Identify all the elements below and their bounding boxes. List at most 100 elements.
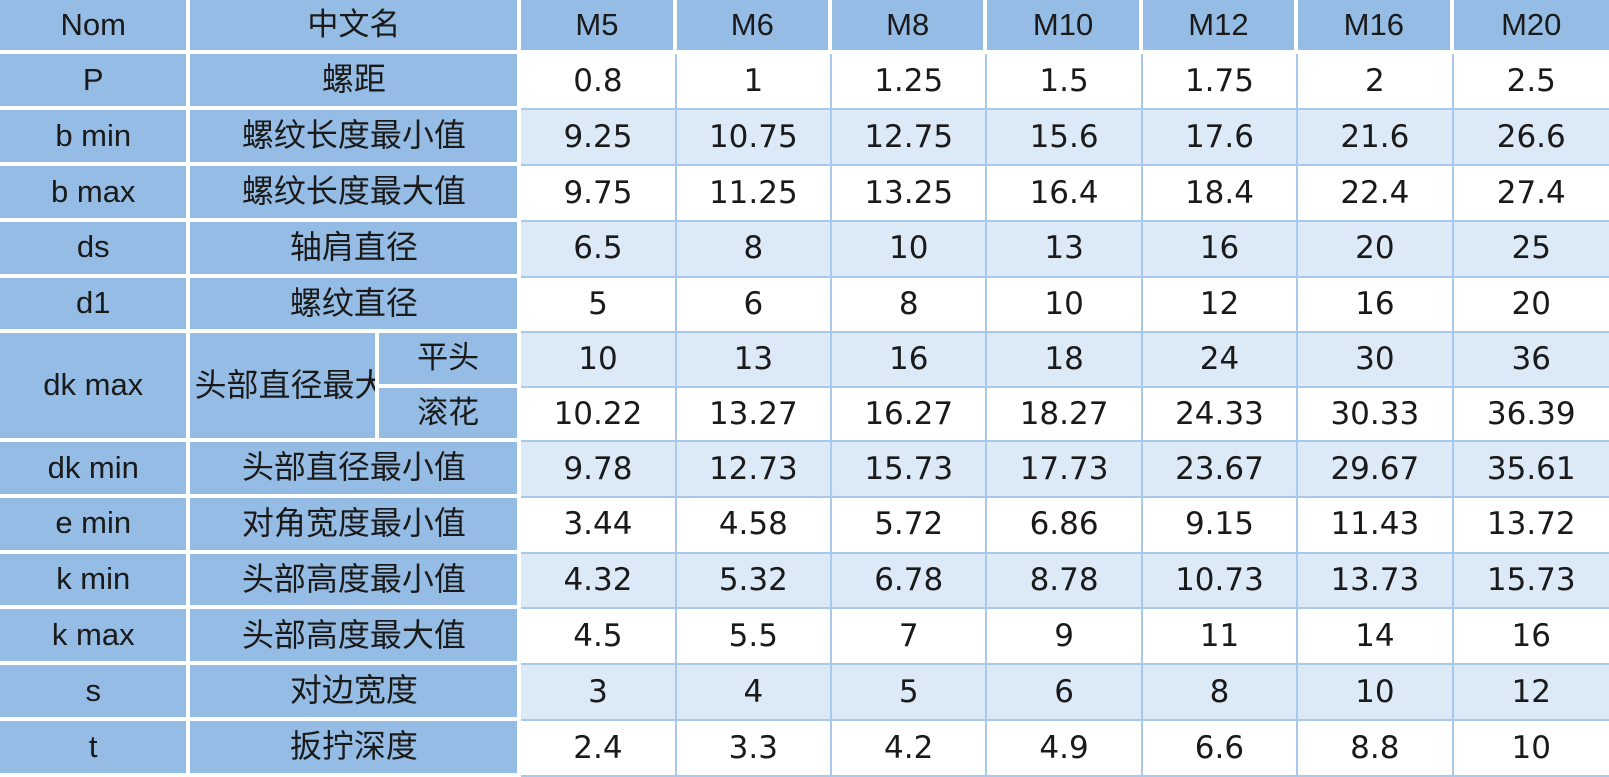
cell-dkmin-m8: 15.73: [832, 441, 988, 498]
row-cn-s: 对边宽度: [190, 665, 522, 722]
cell-emin-m8: 5.72: [832, 497, 988, 554]
cell-kmin-m12: 10.73: [1142, 553, 1299, 610]
cell-bmax-m8: 13.25: [832, 165, 988, 222]
row-cn-dkmin: 头部直径最小值: [190, 441, 522, 498]
table-row-kmin: k min 头部高度最小值 4.32 5.32 6.78 8.78 10.73 …: [0, 553, 1609, 610]
cell-t-m12: 6.6: [1142, 721, 1299, 777]
cell-s-m16: 10: [1298, 665, 1454, 722]
table-row-s: s 对边宽度 3 4 5 6 8 10 12: [0, 665, 1609, 722]
cell-dkmin-m16: 29.67: [1298, 441, 1454, 498]
header-cell-m20: M20: [1453, 0, 1609, 55]
cell-t-m8: 4.2: [832, 721, 988, 777]
cell-dkmin-m6: 12.73: [676, 441, 833, 498]
cell-d1-m10: 10: [987, 277, 1143, 334]
cell-dkmax-flat-m20: 36: [1453, 333, 1609, 388]
cell-s-m12: 8: [1142, 665, 1299, 722]
cell-d1-m6: 6: [676, 277, 833, 334]
cell-t-m20: 10: [1453, 721, 1609, 777]
cell-dkmax-knurled-m5: 10.22: [521, 387, 677, 442]
row-label-dkmin: dk min: [0, 441, 191, 498]
cell-kmin-m6: 5.32: [676, 553, 833, 610]
cell-kmax-m8: 7: [832, 609, 988, 666]
row-label-bmin: b min: [0, 110, 191, 166]
header-cell-chinese-name: 中文名: [190, 0, 522, 55]
row-label-dkmax: dk max: [0, 333, 191, 442]
row-label-s: s: [0, 665, 191, 722]
row-cn-ds: 轴肩直径: [190, 221, 522, 278]
cell-d1-m5: 5: [521, 277, 677, 334]
cell-s-m8: 5: [832, 665, 988, 722]
cell-emin-m12: 9.15: [1142, 497, 1299, 554]
cell-bmax-m6: 11.25: [676, 165, 833, 222]
table-row-emin: e min 对角宽度最小值 3.44 4.58 5.72 6.86 9.15 1…: [0, 497, 1609, 554]
table-row-dkmax-knurled: 滚花 10.22 13.27 16.27 18.27 24.33 30.33 3…: [0, 387, 1609, 442]
header-cell-m12: M12: [1142, 0, 1299, 55]
cell-p-m16: 2: [1298, 54, 1454, 111]
cell-t-m6: 3.3: [676, 721, 833, 777]
cell-d1-m12: 12: [1142, 277, 1299, 334]
cell-bmin-m20: 26.6: [1453, 110, 1609, 166]
cell-p-m10: 1.5: [987, 54, 1143, 111]
row-label-t: t: [0, 721, 191, 777]
cell-bmax-m12: 18.4: [1142, 165, 1299, 222]
cell-kmin-m5: 4.32: [521, 553, 677, 610]
cell-p-m12: 1.75: [1142, 54, 1299, 111]
cell-d1-m16: 16: [1298, 277, 1454, 334]
row-cn-bmax: 螺纹长度最大值: [190, 165, 522, 222]
cell-dkmax-knurled-m20: 36.39: [1453, 387, 1609, 442]
cell-kmax-m5: 4.5: [521, 609, 677, 666]
cell-t-m10: 4.9: [987, 721, 1143, 777]
table-row-p: P 螺距 0.8 1 1.25 1.5 1.75 2 2.5: [0, 54, 1609, 111]
row-cn-t: 扳拧深度: [190, 721, 522, 777]
table-row-dkmin: dk min 头部直径最小值 9.78 12.73 15.73 17.73 23…: [0, 441, 1609, 498]
cell-t-m16: 8.8: [1298, 721, 1454, 777]
cell-kmax-m20: 16: [1453, 609, 1609, 666]
cell-dkmax-knurled-m16: 30.33: [1298, 387, 1454, 442]
cell-dkmin-m20: 35.61: [1453, 441, 1609, 498]
row-cn-kmin: 头部高度最小值: [190, 553, 522, 610]
cell-kmin-m10: 8.78: [987, 553, 1143, 610]
cell-dkmin-m5: 9.78: [521, 441, 677, 498]
cell-t-m5: 2.4: [521, 721, 677, 777]
cell-dkmax-knurled-m8: 16.27: [832, 387, 988, 442]
header-cell-m5: M5: [521, 0, 677, 55]
cell-p-m20: 2.5: [1453, 54, 1609, 111]
cell-kmax-m16: 14: [1298, 609, 1454, 666]
cell-bmin-m10: 15.6: [987, 110, 1143, 166]
cell-kmax-m12: 11: [1142, 609, 1299, 666]
cell-d1-m20: 20: [1453, 277, 1609, 334]
cell-bmin-m16: 21.6: [1298, 110, 1454, 166]
row-cn-bmin: 螺纹长度最小值: [190, 110, 522, 166]
cell-kmin-m8: 6.78: [832, 553, 988, 610]
cell-bmax-m16: 22.4: [1298, 165, 1454, 222]
table-row-d1: d1 螺纹直径 5 6 8 10 12 16 20: [0, 277, 1609, 334]
header-cell-nom: Nom: [0, 0, 191, 55]
row-cn-dkmax: 头部直径最大值: [190, 333, 379, 442]
cell-s-m20: 12: [1453, 665, 1609, 722]
cell-s-m6: 4: [676, 665, 833, 722]
cell-dkmax-flat-m12: 24: [1142, 333, 1299, 388]
table-row-kmax: k max 头部高度最大值 4.5 5.5 7 9 11 14 16: [0, 609, 1609, 666]
cell-bmin-m12: 17.6: [1142, 110, 1299, 166]
table-row-t: t 扳拧深度 2.4 3.3 4.2 4.9 6.6 8.8 10: [0, 721, 1609, 777]
cell-dkmax-flat-m6: 13: [676, 333, 833, 388]
row-label-p: P: [0, 54, 191, 111]
cell-ds-m20: 25: [1453, 221, 1609, 278]
cell-s-m10: 6: [987, 665, 1143, 722]
header-cell-m8: M8: [832, 0, 988, 55]
cell-emin-m16: 11.43: [1298, 497, 1454, 554]
cell-bmin-m5: 9.25: [521, 110, 677, 166]
cell-dkmin-m10: 17.73: [987, 441, 1143, 498]
cell-bmax-m20: 27.4: [1453, 165, 1609, 222]
cell-dkmax-knurled-m12: 24.33: [1142, 387, 1299, 442]
sub-label-flat-head: 平头: [378, 333, 522, 388]
cell-ds-m16: 20: [1298, 221, 1454, 278]
cell-kmax-m6: 5.5: [676, 609, 833, 666]
cell-kmax-m10: 9: [987, 609, 1143, 666]
cell-dkmax-flat-m10: 18: [987, 333, 1143, 388]
cell-emin-m20: 13.72: [1453, 497, 1609, 554]
table-row-ds: ds 轴肩直径 6.5 8 10 13 16 20 25: [0, 221, 1609, 278]
cell-dkmax-flat-m8: 16: [832, 333, 988, 388]
cell-s-m5: 3: [521, 665, 677, 722]
